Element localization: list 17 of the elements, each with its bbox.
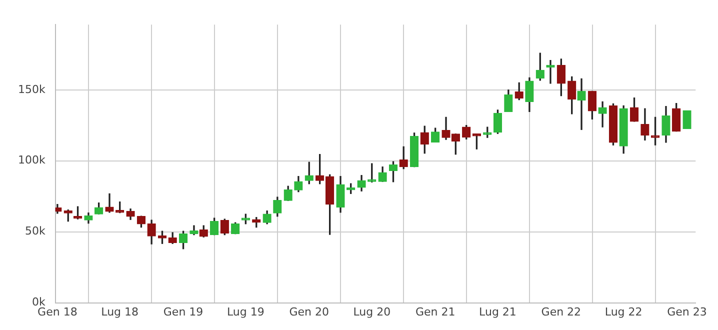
y-tick-label: 150k [18,82,46,96]
x-tick-label: Lug 21 [479,305,516,318]
x-tick-label: Gen 22 [541,305,582,318]
y-tick-label: 100k [18,154,46,167]
x-tick-label: Lug 20 [353,305,391,318]
x-tick-label: Gen 20 [289,305,330,318]
x-tick-label: Gen 19 [163,305,204,318]
y-tick-label: 50k [24,224,46,238]
x-tick-label: Lug 22 [604,305,642,318]
x-tick-label: Lug 18 [101,305,139,318]
candlestick [105,193,114,213]
x-tick-label: Lug 19 [226,305,264,318]
candlestick [577,78,586,130]
x-tick-label: Gen 21 [415,305,456,318]
x-tick-label: Gen 23 [667,305,707,318]
candlestick [682,110,692,129]
candlestick [598,101,607,128]
